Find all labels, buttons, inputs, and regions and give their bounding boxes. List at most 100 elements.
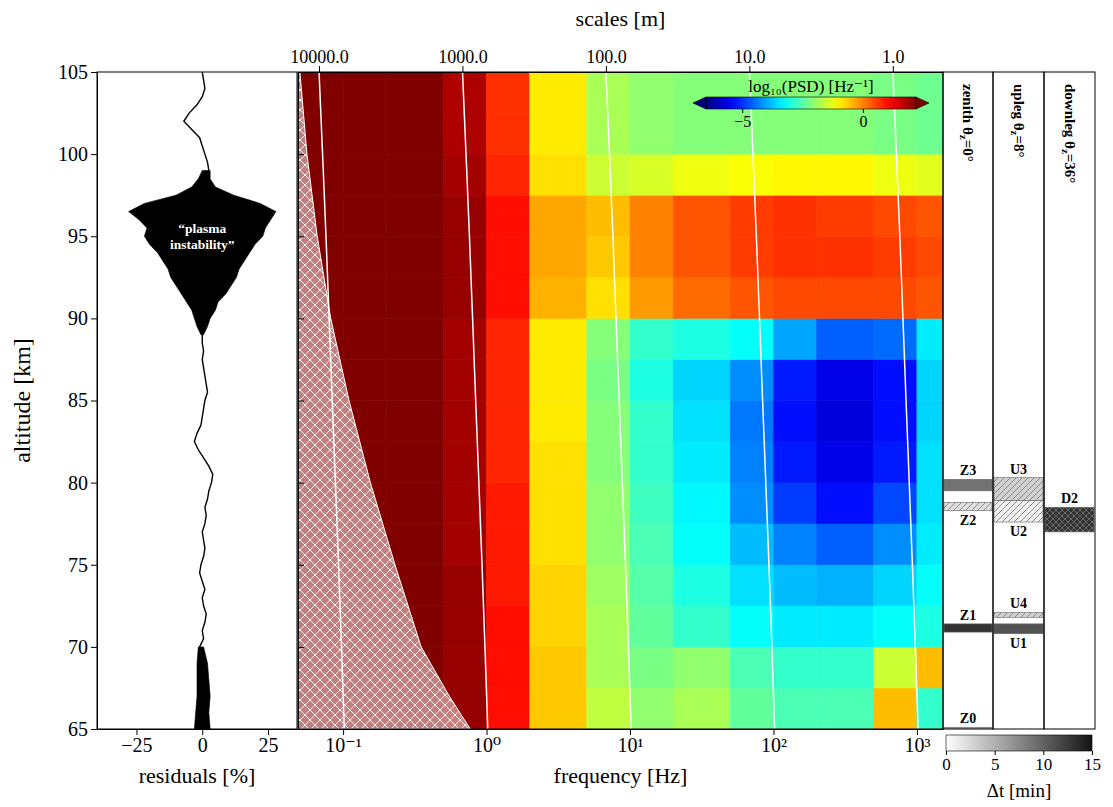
- heatmap-cell: [530, 277, 587, 318]
- tick-label: 100: [58, 143, 88, 165]
- heatmap-cell: [587, 318, 630, 359]
- heatmap-cell: [530, 318, 587, 359]
- heatmap-cell: [530, 236, 587, 277]
- heatmap-cell: [817, 195, 874, 236]
- tick-mark: [91, 154, 97, 155]
- column-title: zenith θz=0°: [958, 84, 976, 162]
- heatmap-cell: [773, 277, 816, 318]
- scale-line: [749, 72, 774, 729]
- heatmap-cell: [874, 318, 917, 359]
- heatmap-cell: [673, 195, 730, 236]
- heatmap-cell: [730, 565, 773, 606]
- x-axis-tick: −25: [121, 729, 152, 756]
- heatmap-cell: [487, 113, 530, 154]
- heatmap-cell: [673, 401, 730, 442]
- tick-label: 105: [58, 61, 88, 83]
- heatmap-cell: [487, 647, 530, 688]
- heatmap-cell: [487, 359, 530, 400]
- heatmap-cell: [917, 359, 943, 400]
- heatmap-cell: [343, 359, 386, 400]
- heatmap-cell: [673, 688, 730, 729]
- x-axis-tick: 10⁻¹: [325, 729, 362, 756]
- tick-label: −5: [734, 113, 751, 130]
- y-axis: 65707580859095100105: [58, 61, 98, 740]
- heatmap-cell: [630, 688, 673, 729]
- heatmap-cell: [587, 195, 630, 236]
- column-title: downleg θz=36°: [1060, 84, 1078, 183]
- annotation-line: instability”: [170, 237, 235, 252]
- y-axis-tick: [298, 647, 304, 648]
- heatmap-cell: [443, 647, 486, 688]
- heatmap-cell: [630, 72, 673, 113]
- heatmap-cell: [773, 442, 816, 483]
- x2-axis-tick: 100.0: [586, 47, 627, 72]
- tick-mark: [91, 483, 97, 484]
- heatmap-cell: [817, 483, 874, 524]
- heatmap-cell: [487, 483, 530, 524]
- heatmap-cell: [530, 359, 587, 400]
- heatmap-cell: [917, 606, 943, 647]
- heatmap-cell: [530, 195, 587, 236]
- heatmap-cell: [917, 401, 943, 442]
- heatmap-cell: [630, 359, 673, 400]
- tick-label: 10²: [761, 734, 787, 756]
- heatmap-cell: [773, 154, 816, 195]
- tick-label: 65: [68, 718, 88, 740]
- heatmap-cell: [817, 154, 874, 195]
- column-title-part: zenith θ: [960, 84, 976, 135]
- heatmap-cell: [443, 318, 486, 359]
- x-axis-tick: 10²: [761, 729, 787, 756]
- heatmap-cell: [874, 401, 917, 442]
- y-axis-tick: [298, 236, 304, 237]
- scale-line: [893, 72, 918, 729]
- tick-label: 0: [942, 755, 951, 774]
- heatmap-cell: [917, 688, 943, 729]
- heatmap-cell: [487, 236, 530, 277]
- colorbar-axis-tick: 0: [859, 109, 867, 130]
- heatmap-cell: [917, 277, 943, 318]
- heatmap-cell: [530, 154, 587, 195]
- heatmap-cell: [917, 236, 943, 277]
- heatmap-cell: [730, 647, 773, 688]
- y-axis-tick: [298, 154, 304, 155]
- x2-axis-tick: 10000.0: [290, 47, 349, 72]
- heatmap-cell: [817, 647, 874, 688]
- heatmap-cell: [817, 318, 874, 359]
- scale-line: [463, 72, 488, 729]
- range-label: U4: [1010, 596, 1027, 611]
- heatmap-cell: [730, 442, 773, 483]
- x-axis-line: [299, 729, 944, 730]
- x-axis-tick: 25: [259, 729, 279, 756]
- heatmap-cell: [917, 483, 943, 524]
- heatmap-cell: [530, 401, 587, 442]
- heatmap-cell: [673, 236, 730, 277]
- heatmap-cell: [386, 483, 443, 524]
- heatmap-cell: [630, 647, 673, 688]
- heatmap-cell: [530, 72, 587, 113]
- heatmap-cell: [386, 154, 443, 195]
- scale-line: [319, 72, 344, 729]
- tick-mark: [91, 236, 97, 237]
- heatmap-cell: [443, 236, 486, 277]
- tick-mark: [298, 565, 304, 566]
- heatmap-cell: [386, 277, 443, 318]
- y-axis-tick: 95: [68, 225, 97, 247]
- heatmap-cell: [773, 318, 816, 359]
- y-axis: [298, 73, 304, 730]
- heatmap-cell: [917, 647, 943, 688]
- heatmap-cell: [917, 524, 943, 565]
- y-axis-tick: 70: [68, 636, 97, 658]
- y-axis-tick: 105: [58, 61, 97, 83]
- heatmap-cell: [817, 565, 874, 606]
- y-axis-tick: [298, 483, 304, 484]
- heatmap-cell: [673, 483, 730, 524]
- tick-mark: [298, 72, 304, 73]
- heatmap-cell: [917, 565, 943, 606]
- colorbar-axis-tick: 10: [1035, 751, 1052, 774]
- tick-label: 1.0: [882, 47, 905, 67]
- tick-label: 10.0: [734, 47, 766, 67]
- x-axis: −25025: [98, 729, 298, 756]
- heatmap-cell: [817, 442, 874, 483]
- colorbar-title: Δt [min]: [987, 780, 1051, 801]
- tick-mark: [298, 154, 304, 155]
